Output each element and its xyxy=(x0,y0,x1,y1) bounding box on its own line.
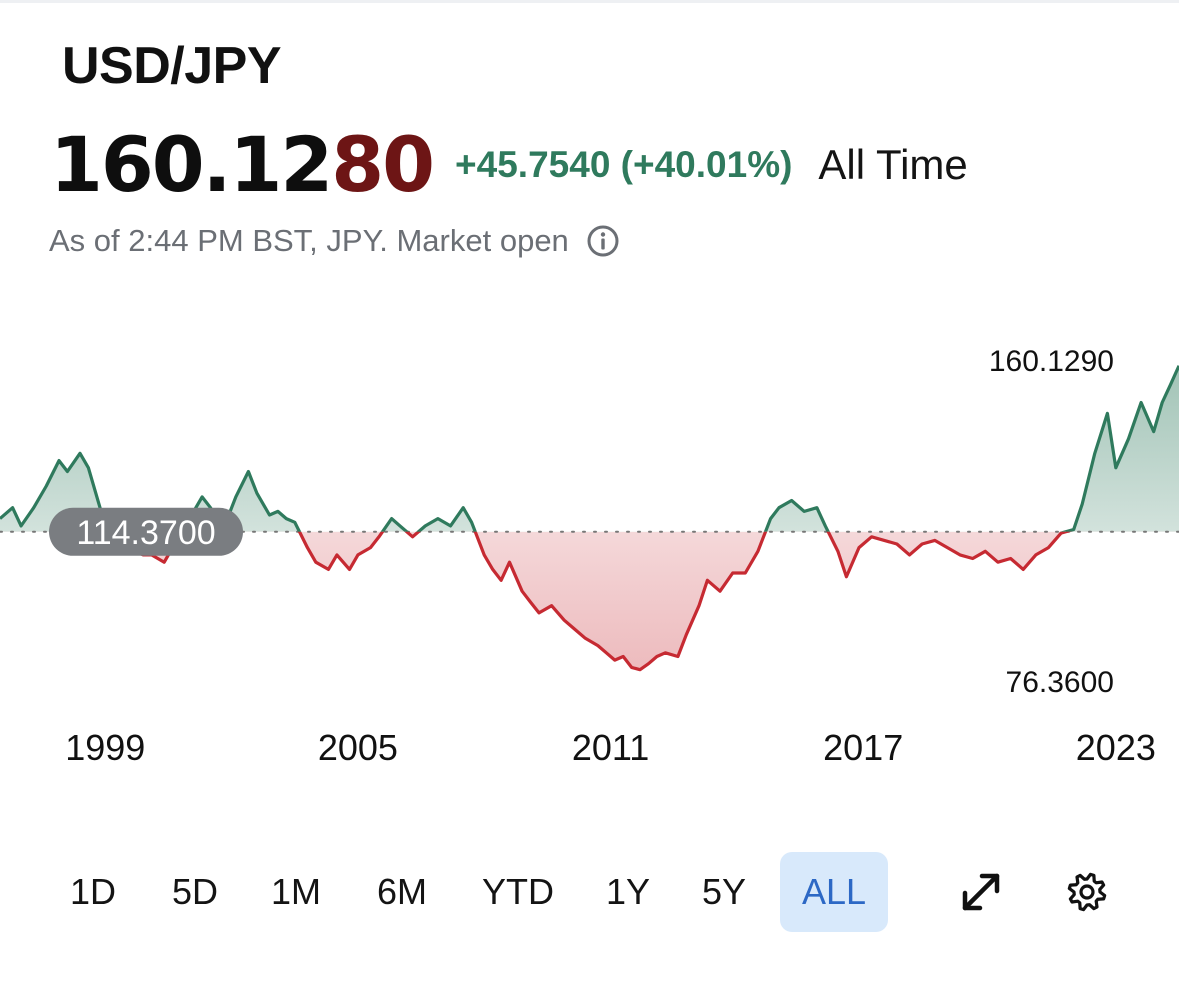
x-tick-label: 2017 xyxy=(823,727,903,768)
baseline-label: 114.3700 xyxy=(76,514,215,552)
range-button-5y[interactable]: 5Y xyxy=(701,871,747,912)
top-divider xyxy=(0,0,1179,3)
status-text: As of 2:44 PM BST, JPY. Market open xyxy=(49,223,569,258)
current-price: 160.1280 xyxy=(50,120,435,210)
baseline-pill xyxy=(49,507,243,556)
price-row: 160.1280 +45.7540 (+40.01%) All Time xyxy=(50,120,968,210)
price-main: 160.12 xyxy=(50,120,333,209)
expand-icon[interactable] xyxy=(956,867,1006,917)
x-tick-label: 1999 xyxy=(65,727,145,768)
range-button-all[interactable]: ALL xyxy=(780,852,888,932)
range-selector: 1D 5D 1M 6M YTD 1Y 5Y ALL xyxy=(50,852,1150,932)
x-tick-label: 2023 xyxy=(1076,727,1156,768)
info-icon[interactable] xyxy=(587,225,619,257)
market-status: As of 2:44 PM BST, JPY. Market open xyxy=(49,220,619,262)
range-button-1m[interactable]: 1M xyxy=(270,871,321,912)
x-tick-label: 2011 xyxy=(572,727,649,768)
price-change: +45.7540 (+40.01%) xyxy=(455,144,793,185)
price-chart[interactable]: 114.3700 160.1290 76.3600 1999 2005 2011 2017 2… xyxy=(0,300,1179,780)
high-value-label: 160.1290 xyxy=(989,345,1114,378)
symbol-title: USD/JPY xyxy=(62,37,282,95)
range-button-6m[interactable]: 6M xyxy=(376,871,427,912)
price-line-down xyxy=(114,531,1072,672)
range-button-1d[interactable]: 1D xyxy=(69,871,117,912)
low-value-label: 76.3600 xyxy=(1006,666,1114,699)
range-button-ytd[interactable]: YTD xyxy=(482,871,554,912)
price-highlight-digits: 80 xyxy=(331,120,435,209)
area-below-baseline xyxy=(0,531,1179,670)
range-button-1y[interactable]: 1Y xyxy=(605,871,651,912)
x-tick-label: 2005 xyxy=(318,727,398,768)
range-button-5d[interactable]: 5D xyxy=(171,871,219,912)
gear-icon[interactable] xyxy=(1062,867,1112,917)
period-label: All Time xyxy=(818,141,968,188)
